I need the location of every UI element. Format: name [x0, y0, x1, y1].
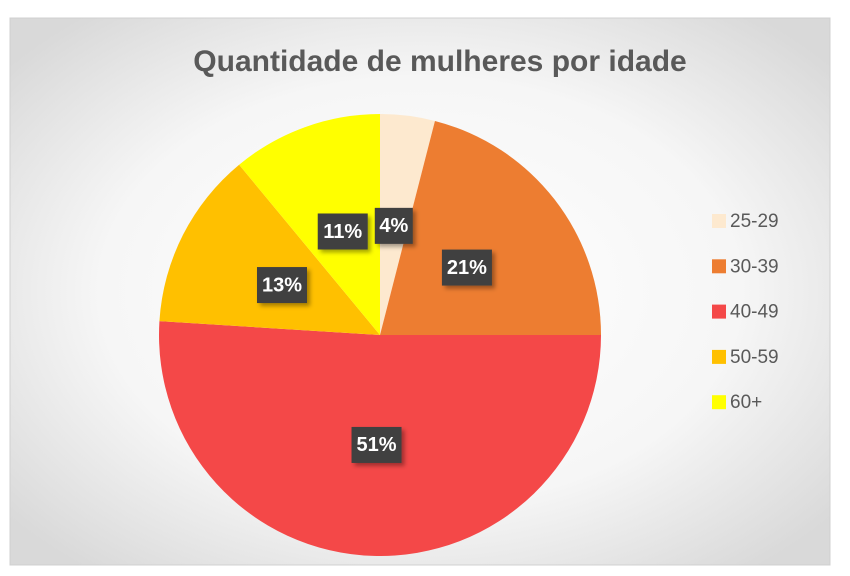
data-label-box [351, 426, 402, 463]
legend-label: 50-59 [730, 347, 779, 368]
data-label: 51% [357, 434, 397, 456]
legend-swatch [712, 349, 726, 364]
pie-slice [159, 164, 380, 335]
legend-swatch [712, 395, 726, 410]
data-label: 21% [447, 257, 487, 279]
pie-slice [380, 120, 601, 336]
legend-swatch [712, 304, 726, 319]
data-label-box [374, 207, 413, 244]
data-label-box [441, 249, 492, 286]
legend-label: 25-29 [730, 211, 779, 232]
legend-swatch [712, 214, 726, 228]
data-label-box [317, 213, 368, 250]
pie-slice [239, 114, 380, 335]
data-label: 4% [379, 215, 408, 237]
legend-swatch [712, 259, 726, 274]
chart-title: Quantidade de mulheres por idade [193, 45, 686, 78]
legend-label: 60+ [730, 392, 762, 413]
legend-label: 40-49 [730, 302, 779, 323]
data-label: 11% [323, 221, 362, 243]
legend-label: 30-39 [730, 256, 779, 277]
data-label-box [256, 267, 307, 304]
data-label: 13% [262, 274, 302, 296]
